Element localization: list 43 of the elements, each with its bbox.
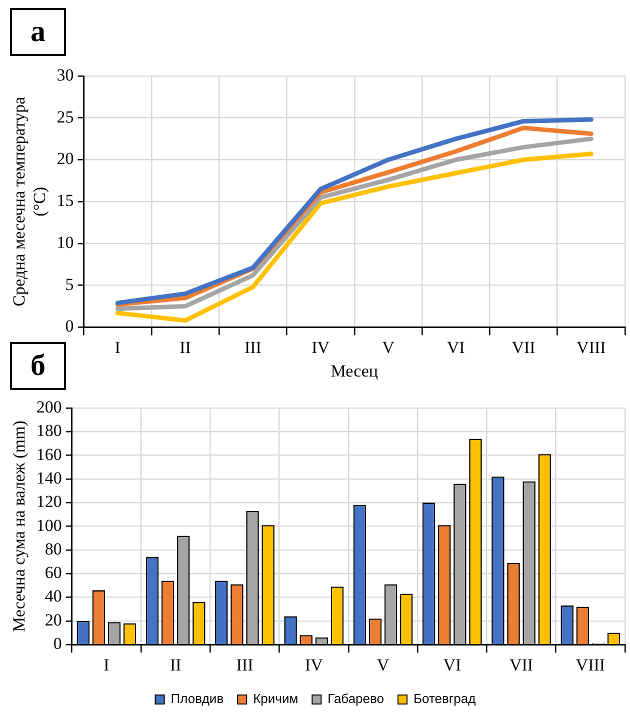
x-tick-label: VI	[446, 338, 466, 357]
y-tick-label: 10	[56, 232, 74, 252]
y-tick-label: 200	[36, 397, 62, 416]
y-tick-label: 15	[56, 191, 74, 210]
y-tick-label: 5	[65, 274, 74, 294]
y-axis-title: Месечна сума на валеж (mm)	[10, 420, 29, 632]
x-tick-label: VIII	[576, 338, 606, 357]
x-tick-label: I	[114, 338, 121, 357]
x-tick-label: VII	[509, 655, 534, 674]
y-tick-label: 160	[36, 444, 62, 464]
y-tick-label: 40	[44, 586, 62, 606]
y-tick-label: 20	[56, 149, 74, 168]
y-tick-label: 0	[53, 634, 62, 654]
y-tick-label: 80	[44, 539, 62, 558]
x-tick-label: V	[376, 655, 390, 674]
x-tick-label: I	[104, 655, 110, 674]
x-tick-label: IV	[312, 338, 330, 357]
legend-label: Пловдив	[170, 691, 224, 706]
y-tick-label: 60	[44, 563, 62, 582]
x-tick-label: III	[236, 655, 254, 674]
legend-label: Кричим	[253, 691, 298, 706]
x-tick-label: V	[382, 338, 396, 357]
x-tick-label: III	[244, 338, 262, 357]
y-tick-label: 120	[36, 492, 62, 512]
legend-label: Габарево	[328, 691, 384, 706]
y-axis-title: Средна месечна температура (°C)	[10, 96, 50, 306]
y-tick-label: 25	[56, 107, 74, 126]
y-tick-label: 0	[65, 316, 74, 336]
y-tick-label: 30	[56, 65, 74, 84]
x-tick-label: II	[180, 338, 192, 357]
x-tick-label: VIII	[576, 655, 606, 674]
x-tick-label: VI	[443, 655, 462, 674]
y-tick-label: 180	[36, 421, 62, 440]
text: а	[10, 8, 66, 56]
y-tick-label: 100	[36, 516, 62, 535]
x-tick-label: VII	[512, 338, 536, 357]
text: б	[10, 342, 66, 390]
legend-label: Ботевград	[414, 691, 476, 706]
y-tick-label: 140	[36, 468, 62, 488]
x-tick-label: IV	[304, 655, 324, 674]
x-tick-label: II	[170, 655, 182, 674]
y-tick-label: 20	[44, 610, 62, 630]
x-axis-title: Месец	[330, 361, 378, 380]
